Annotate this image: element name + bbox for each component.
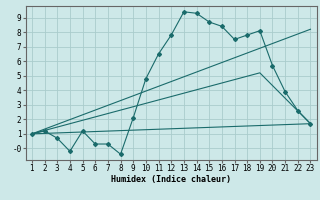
- X-axis label: Humidex (Indice chaleur): Humidex (Indice chaleur): [111, 175, 231, 184]
